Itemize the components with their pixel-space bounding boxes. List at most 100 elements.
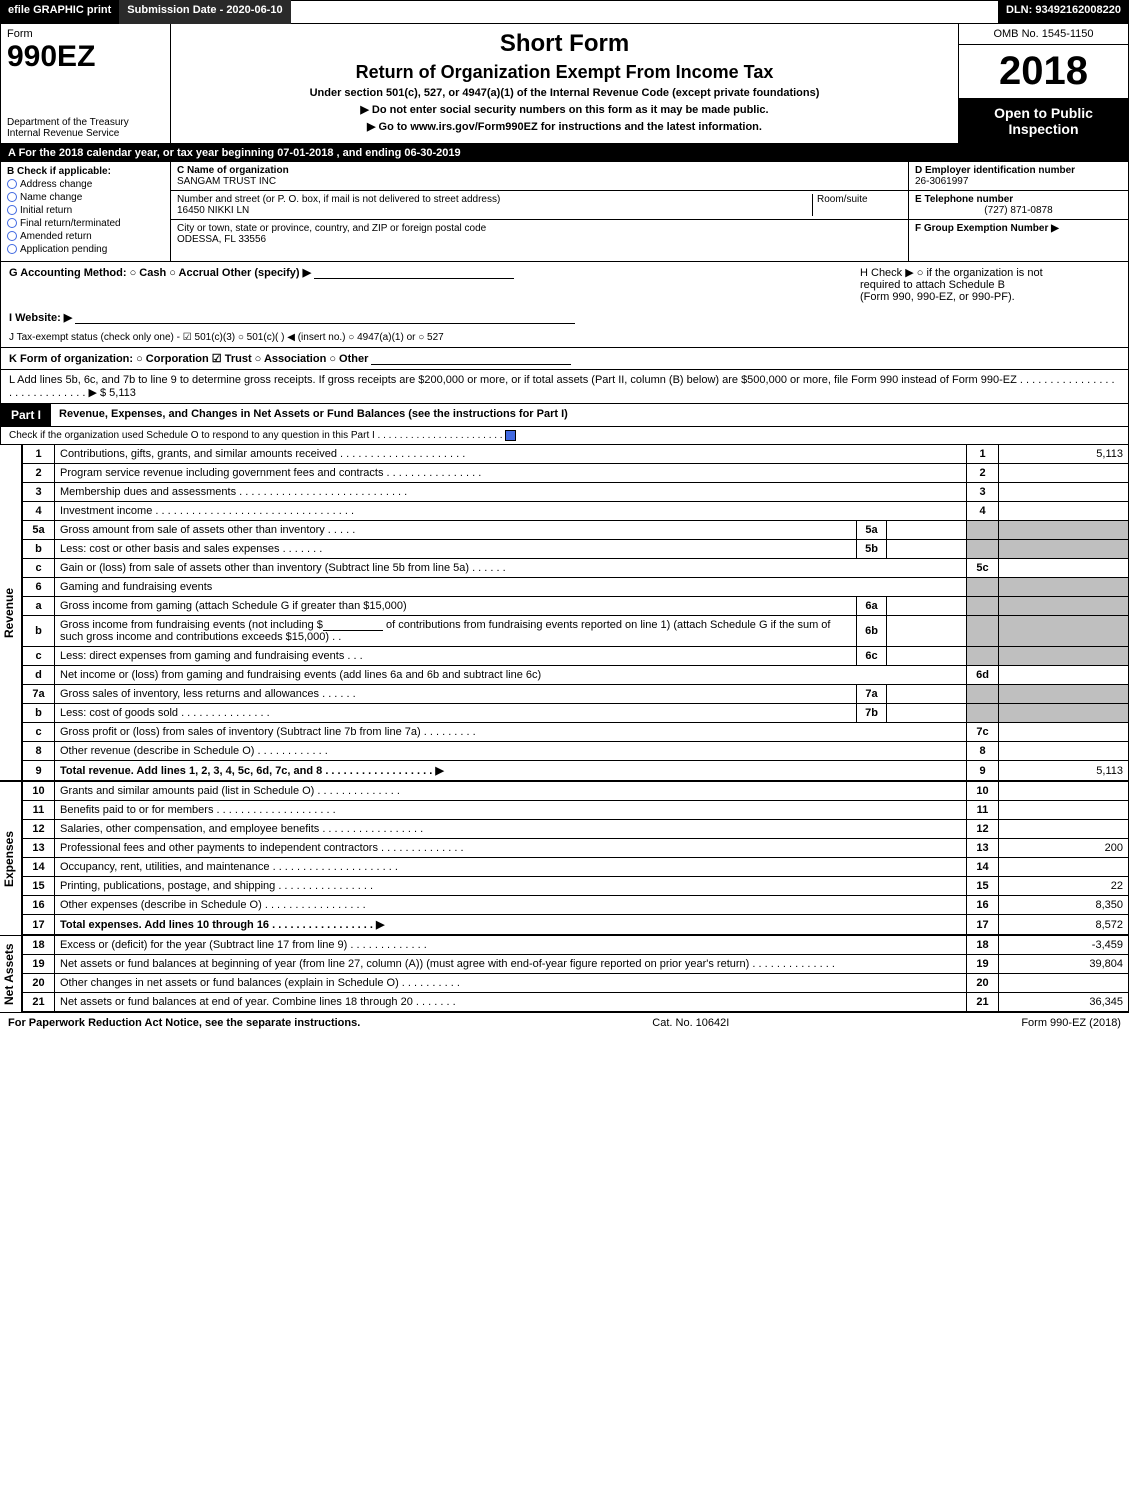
chk-label: Initial return <box>20 205 72 216</box>
table-row: 20Other changes in net assets or fund ba… <box>23 974 1129 993</box>
row-lineno: 19 <box>967 955 999 974</box>
row-num: 5a <box>23 521 55 540</box>
radio-icon <box>7 231 17 241</box>
shaded-cell <box>967 616 999 647</box>
line-k-blank[interactable] <box>371 353 571 365</box>
chk-address-change[interactable]: Address change <box>7 179 164 190</box>
footer-right: Form 990-EZ (2018) <box>1021 1017 1121 1029</box>
row-lineno: 15 <box>967 877 999 896</box>
table-row: 17Total expenses. Add lines 10 through 1… <box>23 915 1129 935</box>
row-desc: Membership dues and assessments . . . . … <box>55 483 967 502</box>
subbox-label: 7b <box>857 704 887 723</box>
line-g-blank[interactable] <box>314 267 514 279</box>
page-footer: For Paperwork Reduction Act Notice, see … <box>0 1012 1129 1033</box>
table-row: 7aGross sales of inventory, less returns… <box>23 685 1129 704</box>
row-num: 1 <box>23 445 55 464</box>
chk-application-pending[interactable]: Application pending <box>7 244 164 255</box>
row-num: 7a <box>23 685 55 704</box>
row-desc: Less: cost or other basis and sales expe… <box>55 540 857 559</box>
line-h-3: (Form 990, 990-EZ, or 990-PF). <box>860 291 1120 303</box>
city-row: City or town, state or province, country… <box>171 220 908 248</box>
chk-label: Application pending <box>20 244 107 255</box>
row-num: c <box>23 559 55 578</box>
table-row: 4Investment income . . . . . . . . . . .… <box>23 502 1129 521</box>
table-row: 16Other expenses (describe in Schedule O… <box>23 896 1129 915</box>
row-amount: 8,350 <box>999 896 1129 915</box>
row-lineno: 8 <box>967 742 999 761</box>
chk-final-return[interactable]: Final return/terminated <box>7 218 164 229</box>
row-lineno: 3 <box>967 483 999 502</box>
goto-link[interactable]: ▶ Go to www.irs.gov/Form990EZ for instru… <box>179 120 950 133</box>
return-title: Return of Organization Exempt From Incom… <box>179 62 950 83</box>
row-amount: 200 <box>999 839 1129 858</box>
chk-label: Name change <box>20 192 82 203</box>
table-row: cLess: direct expenses from gaming and f… <box>23 647 1129 666</box>
line-g-h: G Accounting Method: ○ Cash ○ Accrual Ot… <box>0 262 1129 307</box>
d-value: 26-3061997 <box>915 176 1122 187</box>
subbox-value[interactable] <box>887 540 967 559</box>
dln-label: DLN: 93492162008220 <box>998 0 1129 24</box>
row-num: 20 <box>23 974 55 993</box>
subbox-value[interactable] <box>887 521 967 540</box>
schedule-o-checkbox[interactable] <box>505 430 516 441</box>
chk-name-change[interactable]: Name change <box>7 192 164 203</box>
box-e: E Telephone number (727) 871-0878 <box>909 191 1128 220</box>
row-desc: Total revenue. Add lines 1, 2, 3, 4, 5c,… <box>55 761 967 781</box>
line-l-text: L Add lines 5b, 6c, and 7b to line 9 to … <box>9 374 1115 399</box>
c-label: C Name of organization <box>177 165 289 176</box>
header-right: OMB No. 1545-1150 2018 Open to Public In… <box>958 24 1128 143</box>
subbox-value[interactable] <box>887 597 967 616</box>
chk-initial-return[interactable]: Initial return <box>7 205 164 216</box>
row-num: b <box>23 616 55 647</box>
expenses-table: 10Grants and similar amounts paid (list … <box>22 781 1129 935</box>
line-i: I Website: ▶ <box>9 312 72 324</box>
shaded-cell <box>999 704 1129 723</box>
row-lineno: 4 <box>967 502 999 521</box>
row-lineno: 17 <box>967 915 999 935</box>
row-num: 4 <box>23 502 55 521</box>
row-lineno: 7c <box>967 723 999 742</box>
row-num: a <box>23 597 55 616</box>
table-row: cGain or (loss) from sale of assets othe… <box>23 559 1129 578</box>
radio-icon <box>7 218 17 228</box>
row-lineno: 14 <box>967 858 999 877</box>
website-blank[interactable] <box>75 312 575 324</box>
row-desc: Gaming and fundraising events <box>55 578 967 597</box>
row-amount <box>999 464 1129 483</box>
subbox-label: 6b <box>857 616 887 647</box>
shaded-cell <box>999 597 1129 616</box>
expenses-vlabel: Expenses <box>0 781 22 935</box>
subbox-label: 5b <box>857 540 887 559</box>
e-label: E Telephone number <box>915 194 1122 205</box>
omb-number: OMB No. 1545-1150 <box>959 24 1128 45</box>
city-label: City or town, state or province, country… <box>177 223 486 234</box>
chk-amended-return[interactable]: Amended return <box>7 231 164 242</box>
row-num: 12 <box>23 820 55 839</box>
part1-title: Revenue, Expenses, and Changes in Net As… <box>51 404 1128 426</box>
revenue-vlabel: Revenue <box>0 444 22 781</box>
desc-part1: Gross income from fundraising events (no… <box>60 619 323 631</box>
subbox-value[interactable] <box>887 704 967 723</box>
subbox-value[interactable] <box>887 647 967 666</box>
chk-label: Amended return <box>20 231 92 242</box>
row-amount: 8,572 <box>999 915 1129 935</box>
subbox-label: 6c <box>857 647 887 666</box>
row-lineno: 18 <box>967 936 999 955</box>
row-num: 10 <box>23 782 55 801</box>
subbox-value[interactable] <box>887 616 967 647</box>
row-desc: Gross profit or (loss) from sales of inv… <box>55 723 967 742</box>
blank-amount[interactable] <box>323 619 383 631</box>
row-desc: Less: cost of goods sold . . . . . . . .… <box>55 704 857 723</box>
expenses-section: Expenses 10Grants and similar amounts pa… <box>0 781 1129 935</box>
table-row: 5aGross amount from sale of assets other… <box>23 521 1129 540</box>
addr-label: Number and street (or P. O. box, if mail… <box>177 194 812 205</box>
form-number: 990EZ <box>7 40 164 74</box>
row-amount: 22 <box>999 877 1129 896</box>
row-lineno: 9 <box>967 761 999 781</box>
subbox-value[interactable] <box>887 685 967 704</box>
row-lineno: 6d <box>967 666 999 685</box>
d-label: D Employer identification number <box>915 165 1122 176</box>
subbox-label: 6a <box>857 597 887 616</box>
row-amount <box>999 782 1129 801</box>
row-desc: Other revenue (describe in Schedule O) .… <box>55 742 967 761</box>
